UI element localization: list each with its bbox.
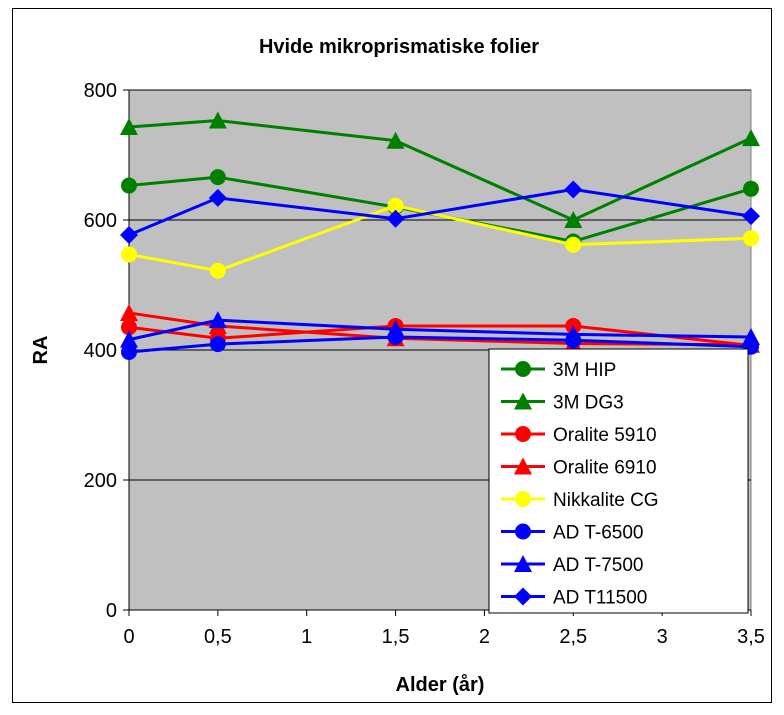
legend-marker (515, 523, 531, 540)
series-ad-t-7500 (120, 311, 760, 348)
chart-title: Hvide mikroprismatiske folier (259, 36, 539, 58)
legend-item-ad-t11500: AD T11500 (501, 587, 647, 609)
series-ad-t11500 (120, 180, 760, 244)
legend-label: AD T-7500 (553, 555, 643, 576)
data-point (120, 330, 138, 348)
legend-label: 3M HIP (553, 360, 616, 381)
data-point (386, 209, 405, 228)
x-axis-title: Alder (år) (396, 673, 485, 696)
data-point (121, 177, 137, 194)
series-nikkalite-cg (121, 197, 759, 279)
legend-item-ad-t-6500: AD T-6500 (501, 523, 643, 544)
y-tick-label: 800 (84, 80, 117, 102)
data-point (121, 343, 137, 360)
data-point (120, 225, 138, 244)
data-point (742, 328, 760, 345)
x-tick-label: 0 (123, 626, 134, 648)
data-point (743, 230, 759, 247)
data-point (209, 262, 226, 279)
chart-svg: 0 200 400 600 800 0 0,5 1 1,5 2 2,5 3 3,5 Hvide mikr… (30, 36, 765, 696)
data-point (121, 246, 137, 263)
y-tick-label: 600 (84, 210, 117, 232)
data-point (208, 188, 227, 207)
data-point (120, 118, 138, 136)
legend-marker (514, 587, 532, 606)
x-tick-label: 2,5 (559, 626, 587, 648)
data-point (564, 325, 583, 343)
y-axis-title: RA (30, 336, 52, 365)
legend-item-nikkalite-cg: Nikkalite CG (501, 490, 659, 511)
y-tick-label: 200 (84, 470, 117, 492)
data-point (208, 111, 227, 129)
data-point (564, 211, 583, 228)
legend-label: Oralite 5910 (553, 425, 657, 446)
x-tick-label: 3,5 (737, 626, 765, 648)
data-point (742, 207, 760, 226)
legend-item-oralite-5910: Oralite 5910 (501, 425, 657, 446)
series-layer (120, 111, 760, 360)
legend-label: AD T-6500 (553, 523, 643, 544)
x-tick-label: 0,5 (204, 626, 232, 648)
data-point (120, 303, 138, 321)
legend-marker (515, 361, 531, 377)
data-point (209, 169, 226, 186)
data-point (386, 320, 405, 338)
series-3m-dg3 (120, 111, 760, 228)
legend: 3M HIP 3M DG3 Oralite 5910 Oralite 6910 Nikk… (488, 348, 749, 614)
data-point (743, 180, 759, 197)
data-point (565, 236, 582, 253)
data-point (121, 319, 137, 336)
x-tick-label: 1,5 (382, 626, 410, 648)
legend-item-3m-hip: 3M HIP (501, 360, 616, 381)
x-tick-label: 2 (479, 626, 490, 648)
legend-marker (515, 426, 531, 442)
x-tick-label: 1 (301, 626, 312, 648)
legend-label: Oralite 6910 (553, 458, 657, 479)
data-point (742, 129, 760, 147)
legend-marker (514, 555, 532, 572)
legend-marker (515, 491, 531, 507)
legend-label: 3M DG3 (553, 393, 624, 414)
y-tick-label: 0 (106, 600, 117, 622)
data-point (387, 197, 404, 214)
data-point (208, 311, 227, 329)
legend-item-oralite-6910: Oralite 6910 (501, 457, 657, 479)
legend-item-ad-t-7500: AD T-7500 (501, 555, 643, 576)
legend-marker (514, 392, 532, 410)
chart-frame: 0 200 400 600 800 0 0,5 1 1,5 2 2,5 3 3,5 Hvide mikr… (12, 8, 772, 703)
legend-label: AD T11500 (553, 588, 647, 609)
y-tick-label: 400 (84, 340, 117, 362)
data-point (564, 180, 583, 199)
legend-item-3m-dg3: 3M DG3 (501, 392, 624, 414)
legend-marker (514, 457, 532, 475)
x-tick-label: 3 (657, 626, 668, 648)
legend-box (488, 348, 749, 614)
data-point (386, 131, 405, 149)
data-point (209, 336, 226, 353)
legend-label: Nikkalite CG (553, 490, 659, 511)
